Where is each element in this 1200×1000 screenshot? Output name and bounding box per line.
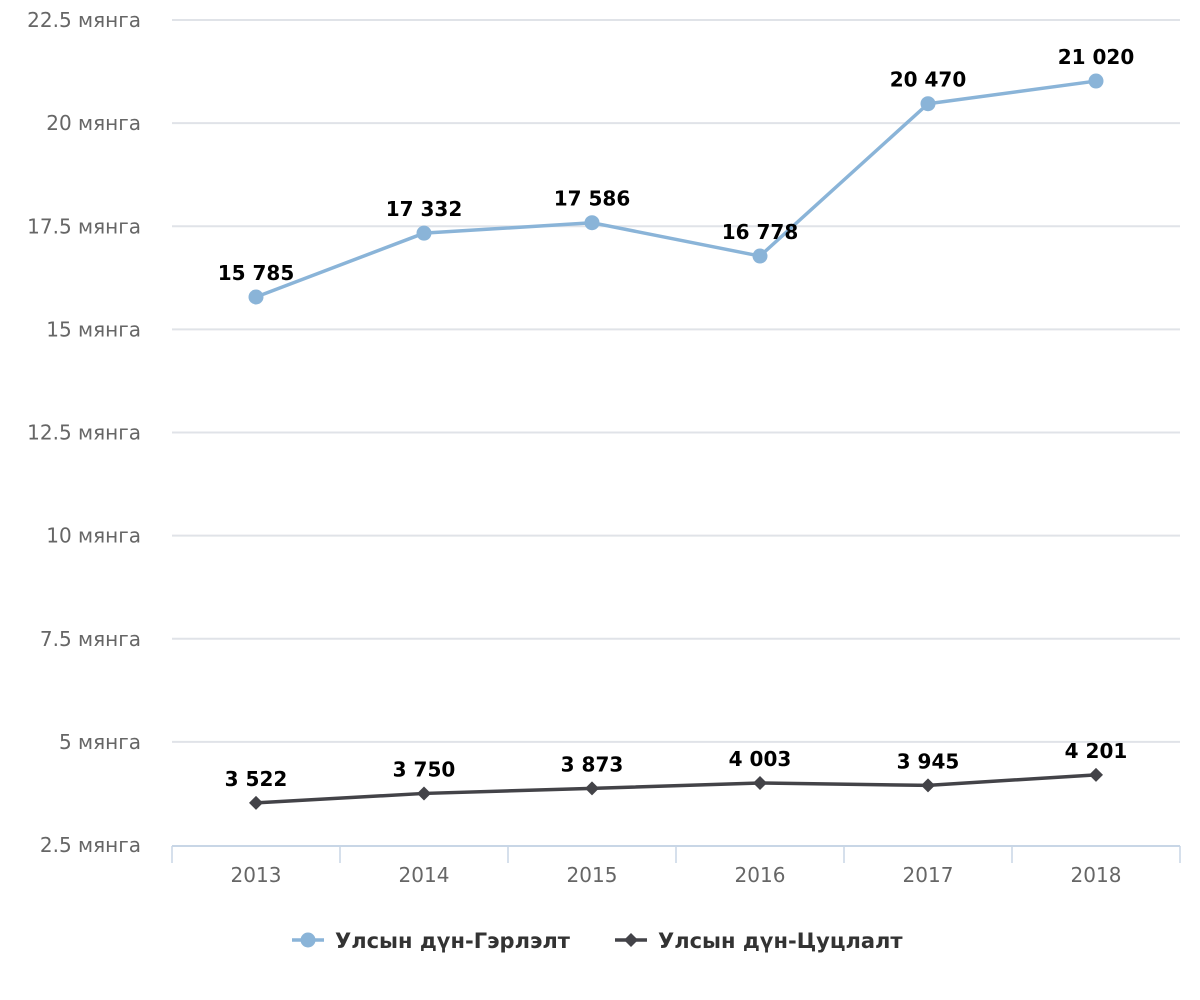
data-point <box>248 289 264 305</box>
data-label: 3 522 <box>225 767 288 791</box>
y-tick-label: 20 мянга <box>46 111 141 135</box>
data-label: 15 785 <box>218 261 295 285</box>
legend: Улсын дүн-Гэрлэлт Улсын дүн-Цуцлалт <box>292 929 903 953</box>
legend-item-label[interactable]: Улсын дүн-Гэрлэлт <box>335 929 571 953</box>
data-label: 4 003 <box>729 747 792 771</box>
data-point <box>752 248 768 264</box>
y-tick-label: 10 мянга <box>46 524 141 548</box>
data-label: 3 750 <box>393 757 456 781</box>
y-tick-label: 2.5 мянга <box>40 833 141 857</box>
series-line-2 <box>254 773 1098 805</box>
x-tick-label: 2013 <box>231 863 282 887</box>
x-tick-label: 2014 <box>399 863 450 887</box>
y-tick-label: 12.5 мянга <box>27 421 141 445</box>
y-tick-label: 15 мянга <box>46 317 141 341</box>
x-tick-label: 2017 <box>903 863 954 887</box>
data-label: 17 586 <box>554 187 631 211</box>
y-axis: 2.5 мянга 5 мянга 7.5 мянга 10 мянга 12.5 мя… <box>27 8 141 857</box>
data-point <box>920 96 936 112</box>
data-label: 3 873 <box>561 752 624 776</box>
data-point <box>1088 73 1104 89</box>
data-point <box>584 215 600 231</box>
x-axis: 2013 2014 2015 2016 2017 2018 <box>171 845 1181 887</box>
gridlines <box>172 19 1180 743</box>
data-label: 4 201 <box>1065 739 1128 763</box>
legend-marker-1 <box>300 932 316 948</box>
data-point <box>1089 767 1103 782</box>
data-label: 21 020 <box>1058 45 1135 69</box>
data-label: 3 945 <box>897 749 960 773</box>
data-point <box>416 225 432 241</box>
data-label: 20 470 <box>890 68 967 92</box>
y-tick-label: 17.5 мянга <box>27 214 141 238</box>
x-tick-label: 2016 <box>735 863 786 887</box>
series-line-1 <box>254 79 1098 299</box>
legend-marker-2 <box>624 933 638 947</box>
y-tick-label: 5 мянга <box>59 730 141 754</box>
y-tick-label: 22.5 мянга <box>27 8 141 32</box>
series-group <box>248 73 1104 810</box>
x-tick-label: 2018 <box>1071 863 1122 887</box>
data-point <box>417 786 431 801</box>
data-point <box>249 795 263 810</box>
data-label: 16 778 <box>722 220 799 244</box>
data-point <box>921 778 935 793</box>
legend-item-label[interactable]: Улсын дүн-Цуцлалт <box>658 929 903 953</box>
y-tick-label: 7.5 мянга <box>40 627 141 651</box>
x-tick-label: 2015 <box>567 863 618 887</box>
data-point <box>585 781 599 796</box>
data-point <box>753 776 767 791</box>
data-label: 17 332 <box>386 197 463 221</box>
data-labels: 15 785 17 332 17 586 16 778 20 470 21 020 3 52… <box>218 45 1135 791</box>
